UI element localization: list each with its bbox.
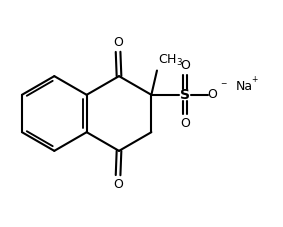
- Text: O: O: [180, 117, 190, 130]
- Text: $^{+}$: $^{+}$: [251, 75, 259, 85]
- Text: O: O: [180, 59, 190, 72]
- Text: Na: Na: [235, 80, 252, 93]
- Text: $^{-}$: $^{-}$: [220, 81, 227, 91]
- Text: S: S: [180, 88, 190, 102]
- Text: CH$_3$: CH$_3$: [158, 53, 183, 68]
- Text: O: O: [113, 178, 123, 191]
- Text: O: O: [113, 36, 123, 49]
- Text: O: O: [207, 88, 217, 101]
